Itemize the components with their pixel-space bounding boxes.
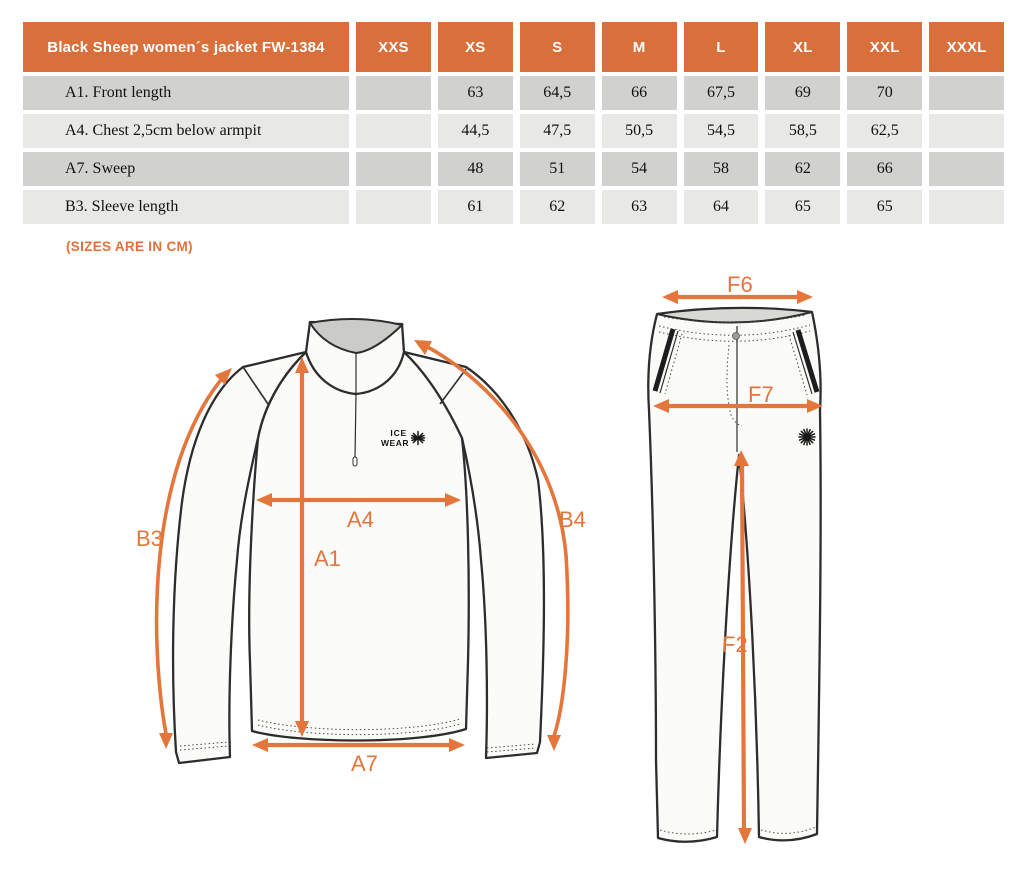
size-value-cell: 50,5 — [601, 114, 677, 148]
a1-label: A1 — [314, 546, 341, 571]
b4-measure-arrow — [414, 340, 570, 751]
size-value-cell: 65 — [765, 190, 841, 224]
size-value-cell: 58,5 — [765, 114, 841, 148]
a4-label: A4 — [347, 507, 374, 532]
f7-label: F7 — [748, 382, 774, 407]
f2-label: F2 — [722, 632, 748, 657]
size-value-cell: 62 — [765, 152, 841, 186]
left-hem-stitch — [659, 829, 717, 835]
jacket-diagram: ICE WEAR — [136, 318, 586, 776]
fly-stitch — [726, 344, 743, 427]
size-value-cell — [929, 190, 1004, 224]
size-value-cell — [356, 76, 431, 110]
size-value-cell: 63 — [601, 190, 677, 224]
a7-measure-arrow — [252, 738, 465, 752]
row-label: B3. Sleeve length — [23, 190, 349, 224]
size-value-cell: 66 — [601, 76, 677, 110]
f6-label: F6 — [727, 272, 753, 297]
jacket-left-sleeve — [171, 350, 308, 765]
hem-stitch — [257, 718, 461, 731]
row-label: A7. Sweep — [23, 152, 349, 186]
right-shoulder-seam — [439, 368, 467, 405]
table-title-cell: Black Sheep women´s jacket FW-1384 — [23, 22, 349, 72]
size-value-cell — [356, 114, 431, 148]
size-value-cell: 63 — [437, 76, 513, 110]
size-value-cell: 64 — [683, 190, 759, 224]
size-value-cell: 64,5 — [519, 76, 595, 110]
size-table: Black Sheep women´s jacket FW-1384 XXS X… — [23, 22, 1004, 224]
jacket-right-sleeve — [402, 350, 546, 760]
col-header-xl: XL — [765, 22, 841, 72]
size-value-cell — [356, 152, 431, 186]
size-value-cell: 54,5 — [683, 114, 759, 148]
sizes-in-cm-note: (SIZES ARE IN CM) — [66, 239, 193, 254]
col-header-s: S — [519, 22, 595, 72]
size-value-cell — [929, 152, 1004, 186]
size-value-cell: 48 — [437, 152, 513, 186]
size-value-cell: 61 — [437, 190, 513, 224]
f6-measure-arrow — [662, 290, 813, 304]
size-value-cell: 70 — [847, 76, 923, 110]
waist-button — [732, 332, 740, 340]
pants-body — [647, 306, 822, 843]
left-pocket — [652, 328, 683, 395]
right-pocket — [788, 329, 820, 396]
size-value-cell: 54 — [601, 152, 677, 186]
a7-label: A7 — [351, 751, 378, 776]
snowflake-icon — [410, 430, 426, 446]
hem-stitch — [257, 723, 461, 736]
col-header-l: L — [683, 22, 759, 72]
logo-text-wear: WEAR — [381, 438, 409, 448]
jacket-body — [248, 350, 470, 742]
pants-diagram: F6 F7 F2 — [647, 272, 823, 844]
b4-label: B4 — [559, 507, 586, 532]
a4-measure-arrow — [256, 493, 461, 507]
col-header-m: M — [601, 22, 677, 72]
f2-measure-arrow — [734, 450, 752, 844]
col-header-xxs: XXS — [356, 22, 431, 72]
b3-measure-arrow — [154, 368, 232, 749]
size-value-cell — [929, 76, 1004, 110]
f7-measure-arrow — [653, 399, 823, 413]
a1-measure-arrow — [295, 357, 309, 737]
size-value-cell: 66 — [847, 152, 923, 186]
zipper-pull — [352, 456, 358, 467]
col-header-xxl: XXL — [847, 22, 923, 72]
size-value-cell — [356, 190, 431, 224]
row-label: A1. Front length — [23, 76, 349, 110]
row-label: A4. Chest 2,5cm below armpit — [23, 114, 349, 148]
icewear-logo: ICE WEAR — [381, 428, 426, 448]
right-hem-stitch — [760, 826, 817, 834]
size-value-cell: 44,5 — [437, 114, 513, 148]
size-value-cell: 69 — [765, 76, 841, 110]
size-value-cell: 51 — [519, 152, 595, 186]
size-value-cell: 62,5 — [847, 114, 923, 148]
size-value-cell — [929, 114, 1004, 148]
size-value-cell: 65 — [847, 190, 923, 224]
snowflake-icon — [798, 428, 816, 446]
col-header-xs: XS — [437, 22, 513, 72]
collar-opening — [308, 318, 405, 355]
measurement-diagrams: ICE WEAR — [136, 272, 823, 844]
zipper-line — [354, 352, 357, 459]
size-value-cell: 67,5 — [683, 76, 759, 110]
b3-label: B3 — [136, 526, 163, 551]
size-value-cell: 62 — [519, 190, 595, 224]
size-value-cell: 58 — [683, 152, 759, 186]
waist-stitch — [663, 314, 807, 323]
size-value-cell: 47,5 — [519, 114, 595, 148]
logo-text-ice: ICE — [390, 428, 407, 438]
col-header-xxxl: XXXL — [929, 22, 1004, 72]
left-shoulder-seam — [242, 366, 269, 405]
